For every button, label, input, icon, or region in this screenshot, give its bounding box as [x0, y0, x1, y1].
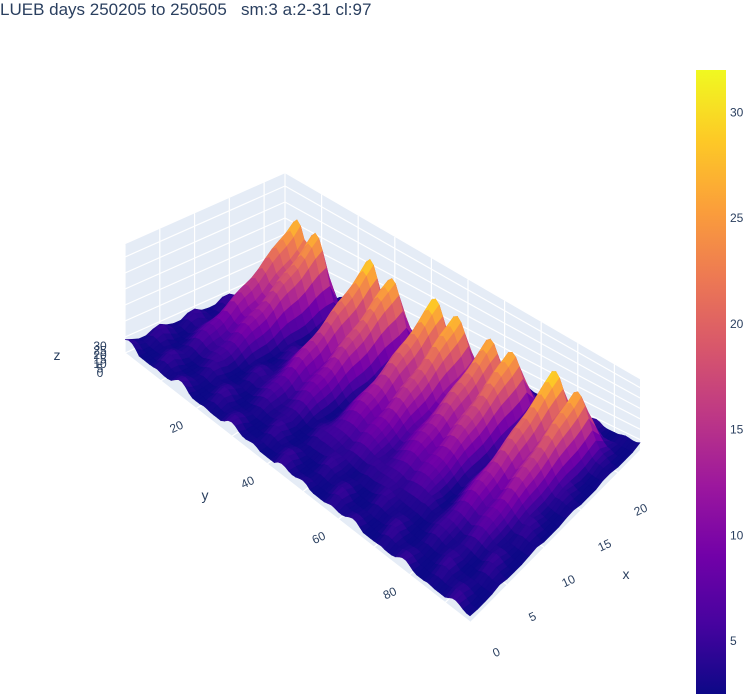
y-axis-title: y [202, 487, 209, 503]
colorbar-tick-label: 20 [730, 317, 744, 331]
x-axis-title: x [623, 566, 630, 582]
z-tick-label: 20 [93, 348, 107, 362]
colorbar-gradient [696, 70, 726, 694]
y-tick-label: 20 [167, 418, 185, 436]
z-tick-label: 25 [93, 344, 107, 358]
surface-cell [465, 606, 478, 617]
colorbar-tick-label: 10 [730, 528, 744, 542]
z-tick-label: 15 [93, 353, 107, 367]
x-tick-label: 15 [596, 536, 614, 554]
x-tick-label: 10 [560, 572, 578, 590]
x-tick-label: 20 [632, 500, 650, 518]
y-tick-label: 60 [310, 528, 328, 546]
z-tick-label: 30 [93, 339, 107, 353]
x-tick-label: 0 [490, 644, 502, 660]
colorbar-tick-label: 30 [730, 105, 744, 119]
z-tick-label: 10 [93, 357, 107, 371]
x-tick-label: 5 [526, 609, 538, 625]
z-tick-label: 5 [97, 362, 104, 376]
colorbar-tick-label: 15 [730, 423, 744, 437]
surface-mesh[interactable] [124, 219, 641, 617]
z-tick-label: 0 [97, 366, 104, 380]
chart-title: LUEB days 250205 to 250505 sm:3 a:2-31 c… [0, 0, 372, 19]
colorbar-tick-label: 5 [730, 634, 737, 648]
colorbar-tick-label: 25 [730, 211, 744, 225]
colorbar: 5 10 15 20 25 30 [696, 70, 744, 694]
z-axis-title: z [54, 347, 61, 363]
y-tick-label: 40 [239, 473, 257, 491]
y-tick-label: 80 [381, 584, 399, 602]
